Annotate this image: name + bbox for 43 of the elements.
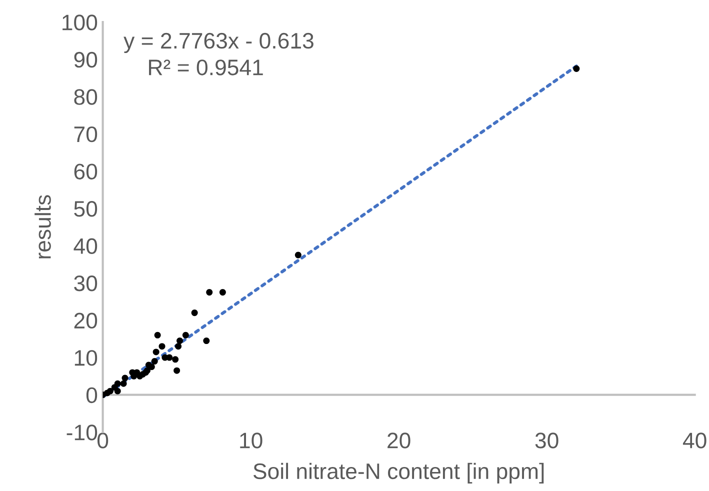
point bbox=[174, 367, 180, 374]
point bbox=[175, 343, 182, 350]
point bbox=[191, 310, 198, 316]
y-tick-label: 10 bbox=[74, 350, 98, 366]
point bbox=[106, 388, 114, 394]
point bbox=[122, 374, 128, 382]
x-tick-label: 0 bbox=[97, 432, 108, 448]
point bbox=[182, 332, 189, 338]
y-tick-label: 90 bbox=[74, 52, 98, 68]
point bbox=[573, 65, 580, 72]
point bbox=[152, 348, 160, 356]
y-tick-label: 50 bbox=[74, 200, 98, 217]
x-tick-label: 40 bbox=[682, 432, 706, 448]
y-tick-label: 0 bbox=[86, 387, 98, 404]
point bbox=[219, 289, 226, 296]
point bbox=[120, 380, 127, 387]
point bbox=[158, 343, 166, 350]
x-tick-label: 30 bbox=[535, 432, 558, 448]
y-tick-label: 80 bbox=[74, 89, 98, 105]
y-tick-label: 30 bbox=[74, 276, 98, 292]
y-axis-title: results bbox=[34, 195, 51, 258]
point bbox=[294, 252, 302, 258]
y-tick-label: 70 bbox=[74, 126, 98, 142]
point bbox=[154, 332, 161, 338]
annotation: y = 2.7763x - 0.613 bbox=[124, 32, 314, 54]
point bbox=[176, 338, 184, 344]
point bbox=[166, 354, 173, 361]
point bbox=[151, 358, 158, 365]
point bbox=[114, 388, 121, 394]
y-tick-label: 100 bbox=[62, 14, 98, 30]
point bbox=[172, 356, 179, 363]
y-tick-label: 20 bbox=[74, 312, 98, 329]
x-axis-title: Soil nitrate-N content [in ppm] bbox=[253, 462, 544, 484]
y-tick-label: 60 bbox=[74, 164, 98, 180]
point bbox=[148, 364, 155, 370]
point bbox=[206, 289, 213, 296]
annotation: R² = 0.9541 bbox=[149, 60, 263, 76]
point bbox=[114, 380, 121, 387]
x-tick-label: 20 bbox=[388, 432, 410, 448]
y-tick-label: 40 bbox=[74, 238, 98, 254]
x-tick-label: 10 bbox=[240, 432, 262, 448]
y-tick-label: -10 bbox=[66, 424, 98, 440]
point bbox=[203, 338, 210, 344]
